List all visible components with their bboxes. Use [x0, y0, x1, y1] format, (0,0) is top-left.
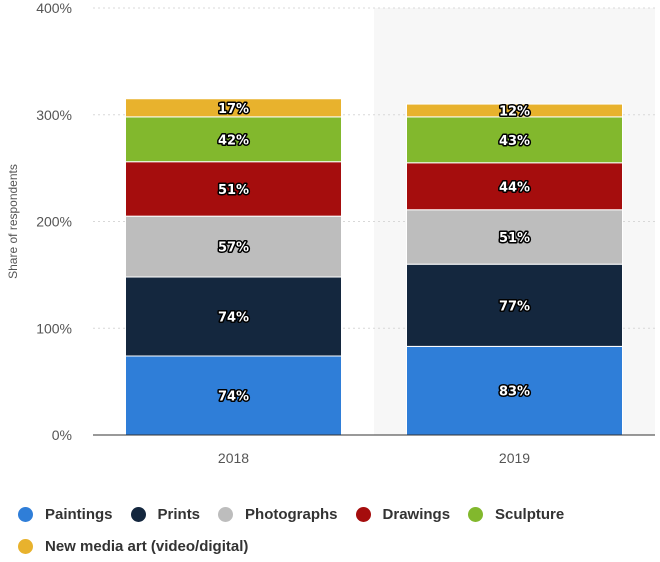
legend-item[interactable]: Sculpture [468, 506, 564, 523]
bar-segment[interactable] [125, 116, 342, 163]
data-label: 77% [499, 299, 530, 314]
bar-segment[interactable] [406, 263, 623, 347]
legend-row: New media art (video/digital) [18, 530, 648, 562]
y-tick-label: 100% [36, 320, 72, 336]
legend-label: Prints [157, 505, 201, 523]
legend-item[interactable]: Prints [130, 505, 201, 523]
data-label: 44% [499, 180, 530, 195]
legend-label: New media art (video/digital) [45, 537, 249, 555]
data-label: 12% [499, 104, 530, 119]
gridlines [93, 7, 655, 329]
data-labels: 74% 74% 57% 51% 42% 17% 83% 77% 51% 44% 43% 12% [216, 100, 531, 406]
legend-marker [468, 506, 484, 522]
legend-label: Sculpture [495, 505, 565, 523]
legend-marker [218, 506, 234, 522]
bar-segment[interactable] [406, 345, 623, 436]
bar-segment[interactable] [125, 161, 342, 217]
data-label: 43% [499, 134, 530, 149]
legend: Paintings Prints Photographs Drawings Sculpt… [18, 498, 648, 562]
y-tick-label: 300% [36, 107, 72, 123]
y-tick-label: 0% [52, 427, 72, 443]
legend-item[interactable]: New media art (video/digital) [18, 538, 248, 555]
bar-segment[interactable] [406, 103, 623, 118]
data-label: 51% [218, 183, 249, 198]
bar-segment[interactable] [406, 209, 623, 265]
legend-row: Paintings Prints Photographs Drawings Sculpt… [18, 498, 648, 530]
bar-segment[interactable] [406, 116, 623, 164]
data-label: 17% [218, 102, 249, 117]
y-axis-ticks: 0% 100% 200% 300% 400% [36, 0, 72, 443]
data-label: 74% [218, 311, 249, 326]
legend-item[interactable]: Paintings [18, 506, 113, 523]
data-label: 51% [499, 231, 530, 246]
legend-item[interactable]: Photographs [218, 506, 338, 523]
bar-segment[interactable] [125, 355, 342, 436]
legend-marker [18, 506, 33, 522]
data-label: 57% [218, 241, 249, 256]
data-label: 83% [499, 385, 530, 400]
legend-marker [130, 506, 146, 522]
y-tick-label: 400% [36, 0, 72, 16]
legend-label: Paintings [45, 505, 113, 523]
stacked-bar-chart: 0%100%200%300%400% Share of respondents … [6, 0, 655, 466]
legend-marker [18, 538, 33, 554]
data-label: 74% [218, 390, 249, 405]
legend-marker [355, 506, 371, 522]
data-label: 42% [218, 133, 249, 148]
y-tick-label: 200% [36, 214, 72, 230]
x-tick-label: 2018 [218, 450, 249, 466]
legend-label: Drawings [382, 505, 451, 523]
bars [125, 98, 623, 436]
legend-label: Photographs [245, 505, 338, 523]
bar-segment[interactable] [125, 215, 342, 278]
x-axis-ticks: 2018 2019 [218, 450, 530, 466]
bar-segment[interactable] [125, 98, 342, 118]
x-tick-label: 2019 [499, 450, 530, 466]
y-axis-title: Share of respondents [6, 164, 20, 279]
legend-item[interactable]: Drawings [355, 505, 451, 523]
